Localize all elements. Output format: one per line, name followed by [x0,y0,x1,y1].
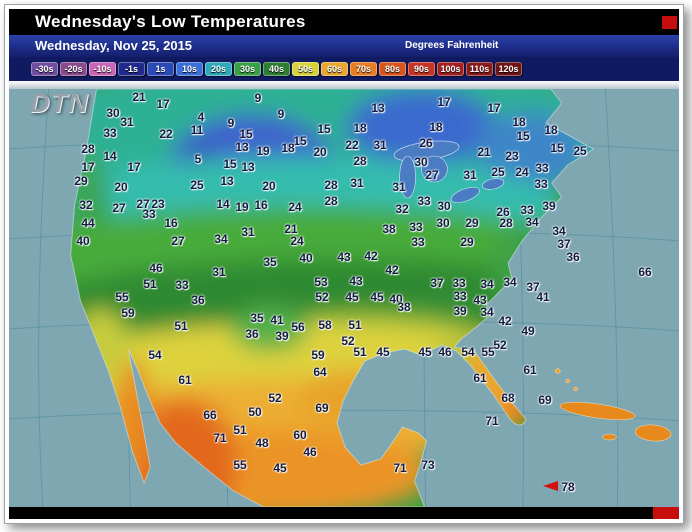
great-lakes [393,140,505,203]
legend-chip: 10s [176,62,203,76]
legend-chip: 70s [350,62,377,76]
temperature-map [9,89,679,507]
date-label: Wednesday, Nov 25, 2015 [35,38,193,53]
dtn-logo: DTN [30,88,89,118]
weather-graphic-panel: Wednesday's Low Temperatures Wednesday, … [4,4,684,524]
legend-chip: -20s [60,62,87,76]
bevel-separator [9,81,679,89]
legend-chip: 20s [205,62,232,76]
legend-chip: 110s [466,62,493,76]
page-title: Wednesday's Low Temperatures [35,12,306,31]
legend-chip: 30s [234,62,261,76]
caribbean-islands [554,368,672,442]
legend-chip: -30s [31,62,58,76]
legend-chip: 100s [437,62,464,76]
legend-chip: 60s [321,62,348,76]
title-bar: Wednesday's Low Temperatures [9,9,679,35]
bottom-bar [9,507,679,519]
legend-chip: 1s [147,62,174,76]
legend-chip: 50s [292,62,319,76]
red-corner-accent-icon [653,507,679,519]
red-arrow-icon [543,481,558,491]
units-label: Degrees Fahrenheit [405,40,499,51]
legend-chip: -10s [89,62,116,76]
red-corner-accent-icon [662,16,677,29]
legend-chip: 120s [495,62,522,76]
legend-chip: 40s [263,62,290,76]
legend-chip: 90s [408,62,435,76]
legend-chip: 80s [379,62,406,76]
map-canvas [9,89,679,507]
legend-bar: -30s -20s -10s -1s 1s 10s 20s 30s 40s 50s 60s 70s 80… [9,57,679,81]
legend-chip: -1s [118,62,145,76]
date-bar: Wednesday, Nov 25, 2015 Degrees Fahrenhe… [9,35,679,57]
